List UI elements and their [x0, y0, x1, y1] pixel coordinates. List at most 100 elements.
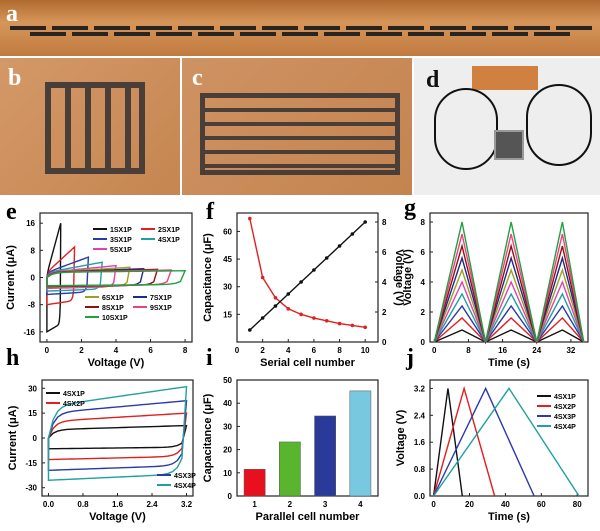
y-tick-label: 30 [223, 422, 232, 431]
data-point [273, 295, 278, 300]
x-tick-label: 20 [465, 500, 474, 509]
cv-curve-1SX1P [46, 223, 62, 334]
data-point [260, 316, 265, 320]
y-axis-label: Voltage (V) [402, 249, 414, 306]
x-tick-label: 8 [337, 346, 342, 355]
electrode-pattern [45, 82, 145, 174]
data-point [299, 280, 303, 284]
legend-label: 1SX1P [110, 227, 132, 234]
x-tick-label: 4 [114, 346, 119, 355]
x-tick-label: 10 [361, 346, 370, 355]
y-tick-label: 10 [223, 469, 232, 478]
y-tick-label: 50 [223, 376, 232, 385]
y-tick-label: 16 [26, 219, 35, 228]
chart-j: 0 20 40 60 80 0.0 0.8 1.6 2.4 3.2 Time (s) Voltage … [395, 379, 589, 523]
y-tick-label: -30 [25, 484, 37, 493]
y2-tick-label: 2 [382, 308, 387, 317]
y-tick-label: 4 [421, 278, 426, 287]
y2-tick-label: 6 [382, 248, 387, 257]
data-point [312, 316, 316, 320]
x-tick-label: 0 [432, 346, 437, 355]
data-point [324, 319, 329, 323]
x-tick-label: 2 [288, 500, 293, 509]
gcd-curve-4SX1P [433, 292, 585, 344]
y-axis-label: Current (μA) [7, 405, 19, 470]
y2-tick-label: 8 [382, 218, 387, 227]
gcd-curve-2SX1P [433, 316, 585, 343]
gcd-curve-4SX1P [432, 388, 464, 497]
plot-frame [429, 379, 589, 497]
legend-label: 4SX2P [63, 401, 85, 408]
y-tick-label: 0 [33, 434, 38, 443]
gcd-curve-6SX1P [433, 267, 585, 345]
x-tick-label: 3 [323, 500, 328, 509]
data-point [248, 216, 252, 221]
legend-label: 4SX1P [554, 394, 576, 401]
y2-tick-label: 0 [382, 338, 387, 347]
plot-frame [236, 379, 379, 497]
x-tick-label: 6 [312, 346, 317, 355]
gcd-curve-7SX1P [433, 255, 585, 345]
x-tick-label: 4 [358, 500, 363, 509]
y-tick-label: -16 [23, 328, 35, 337]
x-tick-label: 0.0 [43, 500, 55, 509]
y-tick-label: 30 [28, 384, 37, 393]
cv-curve-4SX3P [47, 399, 188, 472]
legend-label: 8SX1P [102, 305, 124, 312]
data-point [337, 321, 342, 326]
gcd-curve-9SX1P [433, 233, 585, 343]
plot-frame [429, 212, 589, 343]
cv-curve-4SX4P [47, 385, 188, 481]
panel-label-e: e [6, 199, 17, 225]
x-tick-label: 60 [537, 500, 546, 509]
x-tick-label: 32 [566, 346, 575, 355]
y-tick-label: 15 [28, 409, 37, 418]
y-tick-label: 2 [421, 308, 426, 317]
chart-e: 0 2 4 6 8 -16 -8 0 8 16 Voltage (V) Current (μA) 1SX… [5, 212, 193, 369]
photo-b-parallel-electrode: b [0, 58, 180, 195]
legend-label: 5SX1P [110, 247, 132, 254]
cv-curve-4SX1P [46, 261, 103, 292]
chart-h: 0.0 0.8 1.6 2.4 3.2 -30 -15 0 15 30 Voltage (V) Cur… [7, 379, 196, 523]
panel-label-a: a [6, 1, 18, 27]
x-tick-label: 2.4 [146, 500, 158, 509]
data-point [350, 232, 355, 236]
x-tick-label: 8 [466, 346, 471, 355]
data-point [248, 328, 252, 332]
panel-label-c: c [192, 65, 203, 91]
x-axis-label: Voltage (V) [88, 357, 145, 369]
chart-i: 0 10 20 30 40 50 Parallel cell number Capacitan… [202, 376, 379, 523]
panel-label-d: d [426, 67, 440, 93]
legend-label: 4SX3P [174, 473, 196, 480]
data-point [350, 323, 355, 328]
panel-label-f: f [206, 199, 214, 225]
legend-label: 6SX1P [102, 295, 124, 302]
gcd-curve-8SX1P [433, 243, 585, 345]
x-tick-label: 2 [79, 346, 84, 355]
y2-axis-label: Voltage (V) [393, 249, 405, 306]
legend-label: 4SX1P [63, 391, 85, 398]
photo-a-serial-strip: a [0, 0, 600, 56]
panel-label-b: b [8, 65, 22, 91]
data-point [363, 325, 367, 330]
x-tick-label: 80 [573, 500, 582, 509]
panel-label-h: h [6, 345, 20, 371]
data-point [312, 268, 316, 272]
x-axis-label: Parallel cell number [256, 511, 361, 523]
x-tick-label: 0 [45, 346, 50, 355]
y-tick-label: 0 [228, 492, 233, 501]
data-point [299, 312, 303, 317]
bar-1 [243, 469, 266, 497]
x-axis-label: Time (s) [488, 357, 530, 369]
x-tick-label: 2 [260, 346, 265, 355]
y2-tick-label: 4 [382, 278, 387, 287]
y-tick-label: 0.0 [414, 492, 426, 501]
device-strip [472, 66, 538, 90]
data-point [324, 256, 329, 260]
y-tick-label: 8 [421, 218, 426, 227]
x-tick-label: 16 [498, 346, 507, 355]
watch-chip [494, 130, 524, 160]
wire-loop-left [434, 88, 498, 170]
x-tick-label: 1 [252, 500, 257, 509]
